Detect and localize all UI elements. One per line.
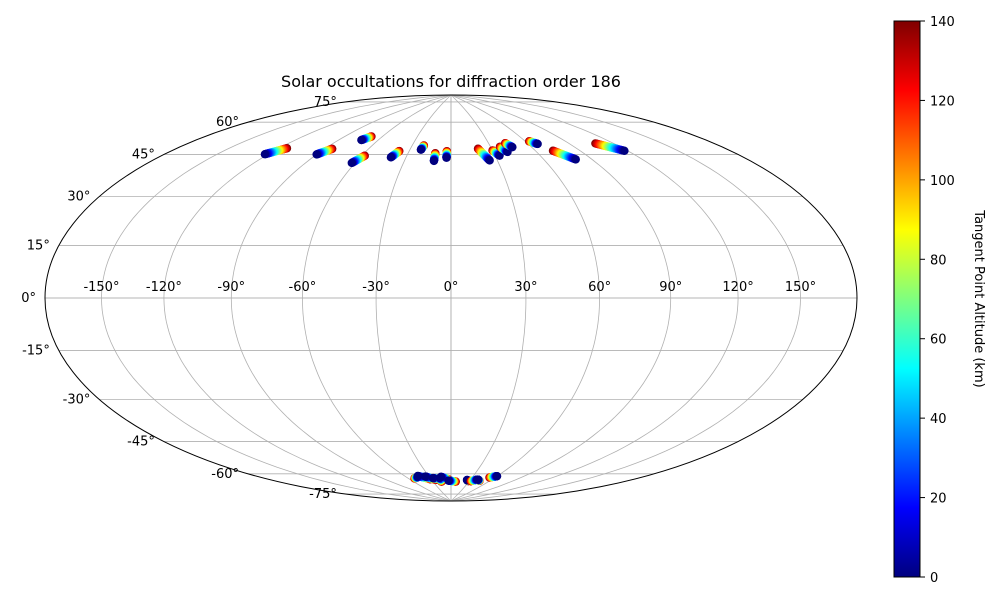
meridian-gridline bbox=[101, 95, 452, 501]
lat-tick-label: -30° bbox=[63, 393, 91, 408]
map-boundary bbox=[44, 94, 858, 502]
lon-tick-label: -60° bbox=[289, 280, 317, 295]
occultation-point bbox=[347, 158, 356, 168]
lon-tick-label: 90° bbox=[659, 280, 682, 295]
lat-tick-label: 30° bbox=[67, 190, 90, 205]
meridian-gridline bbox=[163, 95, 452, 501]
lat-tick-label: 60° bbox=[216, 115, 239, 130]
colorbar-tick-label: 100 bbox=[930, 174, 955, 189]
lat-tick-label: 45° bbox=[132, 147, 155, 162]
occultation-point bbox=[533, 139, 542, 149]
lon-tick-label: 120° bbox=[722, 280, 753, 295]
latitude-tick-labels: -75° -60° -45° -30° -15° 0° 15° 30° 45° 60° 75° bbox=[21, 95, 337, 502]
occultation-point bbox=[416, 145, 426, 154]
longitude-tick-labels: -150° -120° -90° -60° -30° 0° 30° 60° 90° 120° 150… bbox=[83, 280, 816, 295]
lat-tick-label: -15° bbox=[22, 344, 50, 359]
meridian-gridline bbox=[301, 95, 452, 501]
occultation-point bbox=[386, 153, 396, 162]
occultation-point bbox=[357, 135, 366, 145]
meridian-gridline bbox=[450, 95, 801, 501]
occultation-point bbox=[495, 151, 504, 160]
occultation-point bbox=[620, 146, 629, 155]
lon-tick-label: 60° bbox=[588, 280, 611, 295]
lon-tick-label: 0° bbox=[444, 280, 459, 295]
lat-tick-label: 75° bbox=[314, 95, 337, 110]
meridian-gridline bbox=[375, 95, 452, 501]
colorbar-tick-label: 140 bbox=[930, 15, 955, 30]
occultation-point bbox=[436, 472, 446, 482]
colorbar-ticks: 0 20 40 60 80 100 120 140 bbox=[920, 15, 955, 586]
occultation-point bbox=[421, 472, 430, 481]
lat-tick-label: 15° bbox=[27, 238, 50, 253]
occultation-point bbox=[492, 471, 502, 481]
lon-tick-label: -150° bbox=[83, 280, 119, 295]
colorbar-tick-label: 120 bbox=[930, 94, 955, 109]
meridian-gridline bbox=[450, 95, 672, 501]
occultation-point bbox=[444, 476, 453, 485]
occultation-point bbox=[429, 156, 439, 166]
graticule bbox=[45, 95, 857, 501]
lon-tick-label: 30° bbox=[514, 280, 537, 295]
occultation-point bbox=[442, 153, 451, 162]
occultation-point bbox=[485, 156, 494, 165]
lon-tick-label: 150° bbox=[785, 280, 816, 295]
occultation-point bbox=[508, 142, 517, 152]
chart-title: Solar occultations for diffraction order… bbox=[281, 72, 621, 91]
occultation-points bbox=[260, 132, 629, 486]
colorbar-tick-label: 0 bbox=[930, 571, 938, 586]
occultation-point bbox=[473, 475, 483, 484]
occultation-point bbox=[428, 473, 438, 483]
lon-tick-label: -120° bbox=[146, 280, 182, 295]
lat-tick-label: 0° bbox=[21, 291, 36, 306]
colorbar-tick-label: 20 bbox=[930, 492, 947, 507]
meridian-gridline bbox=[450, 95, 739, 501]
colorbar-tick-label: 80 bbox=[930, 253, 947, 268]
lat-tick-label: -45° bbox=[127, 435, 155, 450]
occultation-point bbox=[260, 150, 270, 159]
colorbar-gradient bbox=[893, 20, 921, 578]
occultation-point bbox=[312, 150, 321, 159]
lon-tick-label: -30° bbox=[362, 280, 390, 295]
occultation-point bbox=[571, 155, 580, 164]
occultation-point bbox=[413, 471, 422, 481]
colorbar-label: Tangent Point Altitude (km) bbox=[971, 209, 986, 387]
lat-tick-label: -60° bbox=[211, 467, 239, 482]
colorbar-tick-label: 40 bbox=[930, 412, 947, 427]
meridian-gridline bbox=[450, 95, 601, 501]
colorbar-tick-label: 60 bbox=[930, 333, 947, 348]
lon-tick-label: -90° bbox=[217, 280, 245, 295]
colorbar: 0 20 40 60 80 100 120 140 Tangent Point Altitud… bbox=[893, 15, 986, 586]
lat-tick-label: -75° bbox=[309, 487, 337, 502]
